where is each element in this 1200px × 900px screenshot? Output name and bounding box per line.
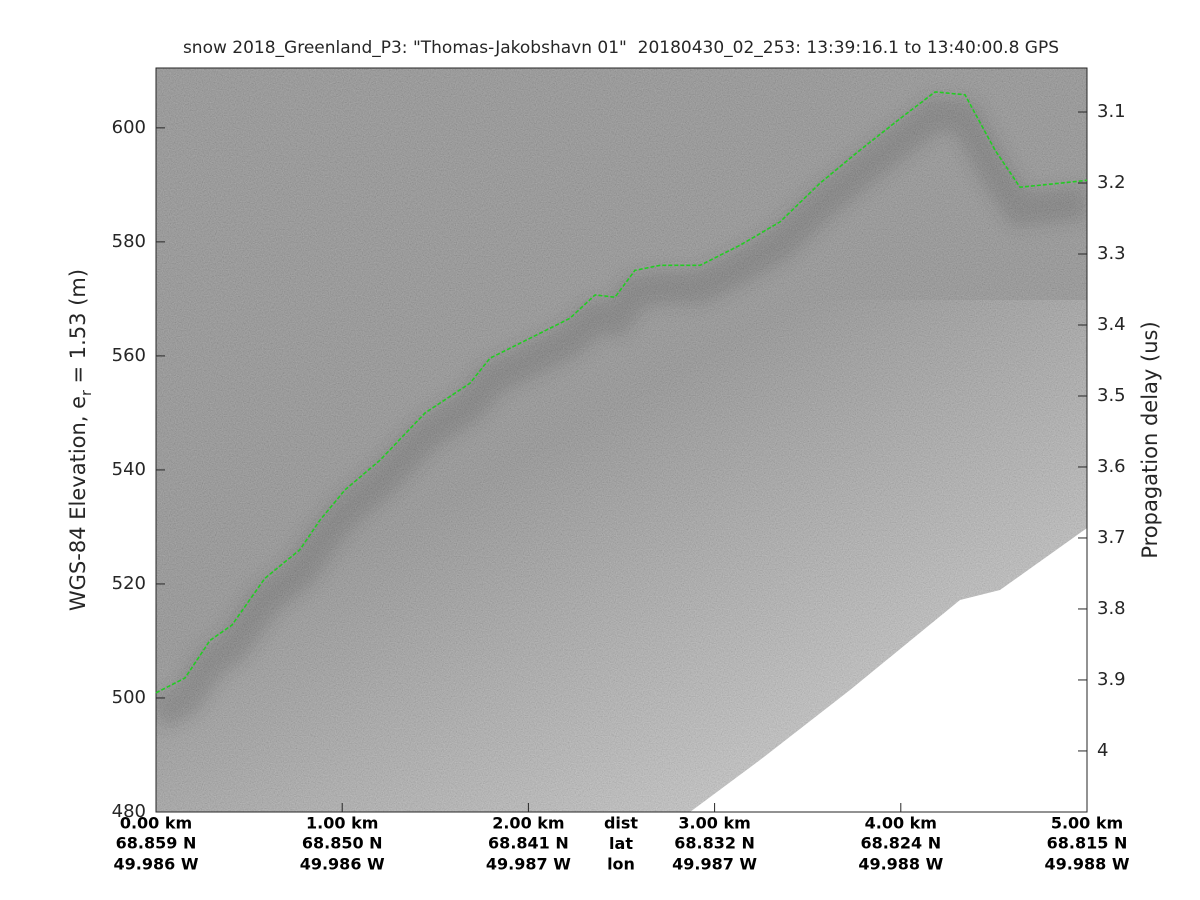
row-label: dist [604, 814, 638, 833]
echogram [156, 68, 1087, 812]
x-tick-label: 4.00 km [865, 814, 937, 833]
y2-tick-label: 3.3 [1097, 243, 1126, 264]
y-tick-label: 480 [112, 801, 146, 822]
lat-label: 68.850 N [302, 834, 383, 853]
lat-label: 68.859 N [116, 834, 197, 853]
x-tick-label: 1.00 km [306, 814, 378, 833]
y-axis-label-rest: = 1.53 (m) [66, 269, 90, 390]
y2-tick-label: 3.2 [1097, 172, 1126, 193]
x-tick-label: 3.00 km [678, 814, 750, 833]
lon-label: 49.988 W [1045, 855, 1130, 874]
y-tick-label: 560 [112, 345, 146, 366]
lat-label: 68.841 N [488, 834, 569, 853]
x-tick-label: 2.00 km [492, 814, 564, 833]
y2-axis-label: Propagation delay (us) [1138, 321, 1162, 558]
y-axis-label: WGS-84 Elevation, er = 1.53 (m) [66, 269, 95, 611]
lat-label: 68.824 N [860, 834, 941, 853]
y-tick-label: 500 [112, 687, 146, 708]
y-axis-label-main: WGS-84 Elevation, e [66, 396, 90, 611]
lat-label: 68.832 N [674, 834, 755, 853]
y2-tick-label: 3.9 [1097, 669, 1126, 690]
lon-label: 49.988 W [858, 855, 943, 874]
y-tick-label: 520 [112, 573, 146, 594]
y2-tick-label: 3.8 [1097, 598, 1126, 619]
lat-label: 68.815 N [1047, 834, 1128, 853]
plot-frame [155, 67, 1088, 813]
row-label: lat [609, 834, 633, 853]
lon-label: 49.987 W [672, 855, 757, 874]
y2-tick-label: 3.4 [1097, 314, 1126, 335]
y2-tick-label: 3.7 [1097, 527, 1126, 548]
y-tick-label: 580 [112, 231, 146, 252]
y2-tick-label: 3.1 [1097, 101, 1126, 122]
y-tick-label: 540 [112, 459, 146, 480]
x-tick-label: 0.00 km [120, 814, 192, 833]
y-axis-label-subscript: r [79, 390, 95, 396]
lon-label: 49.987 W [486, 855, 571, 874]
lon-label: 49.986 W [114, 855, 199, 874]
row-label: lon [607, 855, 635, 874]
y-tick-label: 600 [112, 117, 146, 138]
y2-tick-label: 3.5 [1097, 385, 1126, 406]
x-tick-label: 5.00 km [1051, 814, 1123, 833]
lon-label: 49.986 W [300, 855, 385, 874]
chart-title: snow 2018_Greenland_P3: "Thomas-Jakobsha… [183, 38, 1059, 58]
surface-layer [155, 91, 1088, 694]
y2-tick-label: 3.6 [1097, 456, 1126, 477]
no-data-region [690, 528, 1087, 812]
y2-tick-label: 4 [1097, 740, 1108, 761]
